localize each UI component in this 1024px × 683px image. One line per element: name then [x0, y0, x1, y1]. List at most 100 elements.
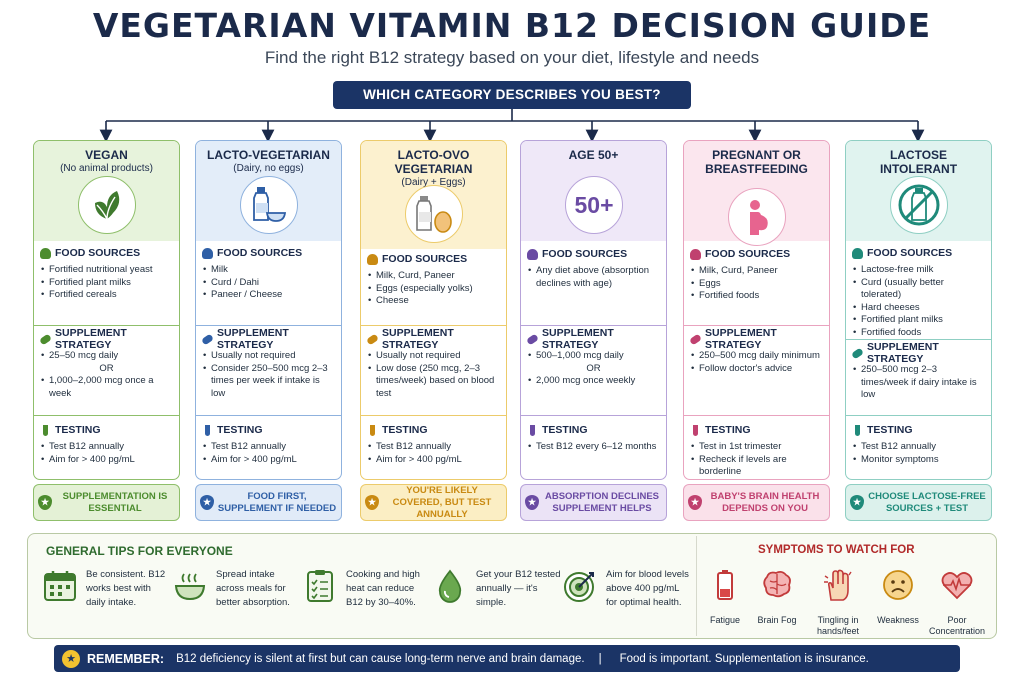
- symptom-poor-concentration: Poor Concentration: [928, 568, 986, 637]
- list-item: Monitor symptoms: [852, 454, 985, 467]
- hand-icon: [824, 569, 852, 601]
- category-card: VEGAN(No animal products) FOOD SOURCES For…: [33, 140, 180, 480]
- list-item: Paneer / Cheese: [202, 289, 335, 302]
- test-tube-icon: [693, 424, 698, 436]
- food-icon: [40, 247, 51, 259]
- testing-heading: TESTING: [705, 424, 751, 436]
- blood-drop-icon: [438, 569, 462, 603]
- list-item: Test B12 annually: [202, 441, 335, 454]
- heartbeat-icon: [941, 572, 973, 600]
- category-card: AGE 50+ 50+ FOOD SOURCES Any diet above (ab…: [520, 140, 667, 480]
- category-header: LACTO-VEGETARIAN (Dairy, no eggs): [196, 141, 341, 241]
- list-item: Fortified foods: [690, 290, 823, 303]
- calendar-icon: [44, 571, 76, 601]
- test-tube-icon: [205, 424, 210, 436]
- question-banner: WHICH CATEGORY DESCRIBES YOU BEST?: [333, 81, 691, 109]
- supplement-strategy-section: SUPPLEMENT STRATEGY250–500 mcg daily min…: [684, 327, 829, 376]
- supplement-strategy-heading: SUPPLEMENT STRATEGY: [867, 341, 939, 365]
- tips-divider: [696, 536, 697, 636]
- page-title: VEGETARIAN VITAMIN B12 DECISION GUIDE: [92, 6, 932, 45]
- category-badge: ★ YOU'RE LIKELY COVERED, BUT TEST ANNUALL…: [360, 484, 507, 521]
- leaf-icon: [78, 176, 136, 234]
- section-divider: [521, 325, 666, 326]
- list-item: Milk, Curd, Paneer: [690, 265, 823, 278]
- tip-get-tested: Get your B12 tested annually — it's simp…: [432, 568, 562, 610]
- testing-heading: TESTING: [217, 424, 263, 436]
- section-divider: [34, 415, 179, 416]
- food-icon: [690, 248, 701, 260]
- list-item: Test B12 annually: [367, 441, 500, 454]
- symptom-tingling: Tingling in hands/feet: [809, 568, 867, 637]
- list-item: Aim for > 400 pg/mL: [367, 454, 500, 467]
- list-item: Eggs (especially yolks): [367, 283, 500, 296]
- pregnant-woman-icon: [728, 188, 786, 246]
- supplement-strategy-heading: SUPPLEMENT STRATEGY: [217, 327, 289, 351]
- supplement-strategy-section: SUPPLEMENT STRATEGY25–50 mcg dailyOR1,00…: [34, 327, 179, 400]
- testing-section: TESTING Test B12 annuallyAim for > 400 pg…: [361, 423, 506, 466]
- test-tube-icon: [43, 424, 48, 436]
- list-item: OR: [586, 362, 601, 374]
- list-item: Fortified cereals: [40, 289, 173, 302]
- testing-section: TESTING Test B12 annuallyAim for > 400 pg…: [34, 423, 179, 466]
- milk-bottle-bowl-icon: [240, 176, 298, 234]
- supplement-strategy-section: SUPPLEMENT STRATEGY500–1,000 mcg dailyOR…: [521, 327, 666, 388]
- tip-consistency: Be consistent. B12 works best with daily…: [42, 568, 172, 610]
- list-item: 250–500 mcg 2–3 times/week if dairy inta…: [852, 364, 985, 402]
- supplement-strategy-section: SUPPLEMENT STRATEGYUsually not requiredL…: [361, 327, 506, 401]
- list-item: Test B12 annually: [852, 441, 985, 454]
- section-divider: [196, 325, 341, 326]
- category-badge-text: CHOOSE LACTOSE-FREE SOURCES + TEST: [868, 490, 986, 514]
- test-tube-icon: [530, 424, 535, 436]
- testing-heading: TESTING: [55, 424, 101, 436]
- list-item: 25–50 mcg daily: [40, 350, 173, 363]
- category-subtitle: (Dairy + Eggs): [401, 177, 466, 188]
- list-item: Aim for > 400 pg/mL: [40, 454, 173, 467]
- food-sources-heading: FOOD SOURCES: [867, 247, 953, 259]
- food-sources-heading: FOOD SOURCES: [705, 248, 791, 260]
- testing-section: TESTING Test B12 annuallyAim for > 400 pg…: [196, 423, 341, 466]
- symptom-brain-fog: Brain Fog: [748, 568, 806, 626]
- remember-banner: ★ REMEMBER: B12 deficiency is silent at …: [54, 645, 960, 672]
- brain-icon: [763, 570, 791, 598]
- supplement-strategy-heading: SUPPLEMENT STRATEGY: [705, 327, 777, 351]
- list-item: OR: [99, 362, 114, 374]
- list-item: Consider 250–500 mcg 2–3 times per week …: [202, 363, 335, 401]
- pill-icon: [200, 332, 215, 346]
- testing-heading: TESTING: [542, 424, 588, 436]
- general-tips-title: GENERAL TIPS FOR EVERYONE: [46, 544, 233, 558]
- category-header: LACTO-OVO VEGETARIAN (Dairy + Eggs): [361, 141, 506, 249]
- symptoms-title: SYMPTOMS TO WATCH FOR: [758, 544, 915, 556]
- category-column-age-50: AGE 50+ 50+ FOOD SOURCES Any diet above (ab…: [520, 140, 667, 522]
- category-title: AGE 50+: [568, 148, 619, 162]
- list-item: Usually not required: [202, 350, 335, 363]
- list-item: Follow doctor's advice: [690, 363, 823, 376]
- category-header: AGE 50+ 50+: [521, 141, 666, 241]
- testing-section: TESTING Test in 1st trimesterRecheck if l…: [684, 423, 829, 479]
- section-divider: [846, 339, 991, 340]
- supplement-strategy-heading: SUPPLEMENT STRATEGY: [382, 327, 454, 351]
- supplement-strategy-section: SUPPLEMENT STRATEGYUsually not requiredC…: [196, 327, 341, 401]
- remember-tagline: Food is important. Supplementation is in…: [619, 652, 869, 665]
- category-badge: ★ FOOD FIRST, SUPPLEMENT IF NEEDED: [195, 484, 342, 521]
- remember-text: B12 deficiency is silent at first but ca…: [176, 652, 585, 665]
- section-divider: [684, 325, 829, 326]
- food-sources-heading: FOOD SOURCES: [382, 253, 468, 265]
- list-item: 500–1,000 mcg daily: [527, 350, 660, 363]
- category-badge-text: ABSORPTION DECLINES SUPPLEMENT HELPS: [544, 490, 659, 514]
- low-battery-icon: [717, 570, 733, 600]
- supplement-strategy-section: SUPPLEMENT STRATEGY250–500 mcg 2–3 times…: [846, 341, 991, 402]
- symptom-fatigue: Fatigue: [696, 568, 754, 626]
- list-item: Milk: [202, 264, 335, 277]
- category-title: LACTOSE INTOLERANT: [879, 148, 958, 176]
- category-title: VEGAN: [85, 148, 128, 162]
- list-item: Fortified plant milks: [852, 314, 985, 327]
- section-divider: [361, 325, 506, 326]
- remember-label: REMEMBER:: [87, 651, 165, 666]
- category-badge: ★ CHOOSE LACTOSE-FREE SOURCES + TEST: [845, 484, 992, 521]
- list-item: Fortified foods: [852, 327, 985, 340]
- list-item: Lactose-free milk: [852, 264, 985, 277]
- category-column-lactose-intolerant: LACTOSE INTOLERANT FOOD SOURCES Lactose-fr…: [845, 140, 992, 522]
- category-card: LACTO-VEGETARIAN (Dairy, no eggs) FOOD SOU…: [195, 140, 342, 480]
- list-item: Low dose (250 mcg, 2–3 times/week) based…: [367, 363, 500, 401]
- target-icon: [564, 572, 594, 602]
